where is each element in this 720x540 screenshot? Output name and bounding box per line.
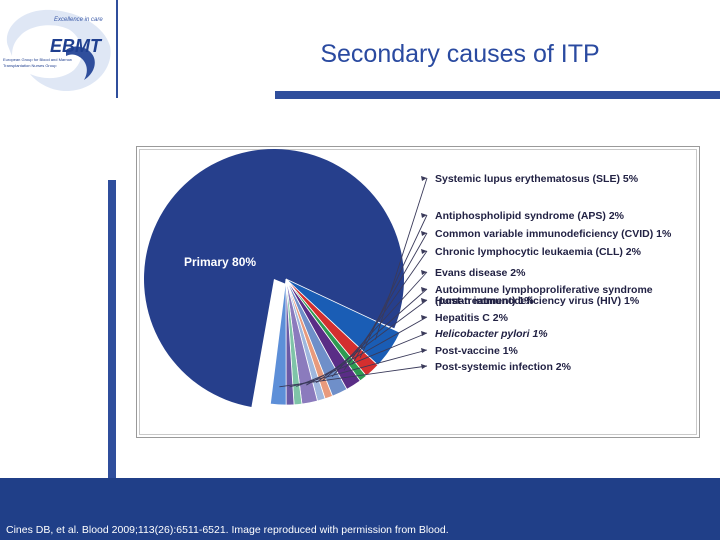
- logo-org-line2: Transplantation Nurses Group: [3, 63, 57, 68]
- pie-slice-primary: [144, 148, 405, 408]
- primary-slice-label: Primary 80%: [184, 255, 256, 269]
- slice-label-6-cont: (post-treatment) 1%: [435, 295, 534, 307]
- leader-arrowhead-7: [421, 298, 427, 303]
- leader-lines: [279, 176, 428, 388]
- leader-arrowhead-9: [421, 331, 427, 336]
- slice-label-3: Common variable immunodeficiency (CVID) …: [435, 228, 672, 240]
- ebmt-logo: Excellence in care EBMT European Group f…: [0, 0, 118, 96]
- slice-label-10: Post-vaccine 1%: [435, 345, 519, 357]
- leader-arrowhead-6: [421, 287, 427, 292]
- page-title: Secondary causes of ITP: [320, 40, 600, 68]
- pie-chart-svg: Systemic lupus erythematosus (SLE) 5% Ant…: [136, 146, 700, 438]
- logo-tagline: Excellence in care: [54, 17, 103, 23]
- leader-line-9: [296, 332, 428, 387]
- leader-arrowhead-2: [421, 213, 427, 218]
- logo-globe-shape: [6, 9, 111, 92]
- title-underline-bar: [275, 91, 720, 99]
- slice-label-9: Helicobacter pylori 1%: [435, 328, 548, 340]
- leader-arrowhead-1: [421, 176, 427, 181]
- slice-label-6: Autoimmune lymphoproliferative syndrome: [435, 284, 653, 296]
- slice-label-7: Human immunodeficiency virus (HIV) 1%: [435, 295, 640, 307]
- slice-label-4: Chronic lymphocytic leukaemia (CLL) 2%: [435, 246, 642, 258]
- leader-arrowhead-5: [421, 270, 427, 275]
- slice-label-11: Post-systemic infection 2%: [435, 361, 572, 373]
- slice-label-8: Hepatitis C 2%: [435, 312, 509, 324]
- pie-chart: Systemic lupus erythematosus (SLE) 5% Ant…: [136, 146, 700, 438]
- leader-arrowhead-8: [421, 315, 427, 320]
- header-divider: [116, 0, 118, 98]
- footer-bar: Cines DB, et al. Blood 2009;113(26):6511…: [0, 478, 720, 540]
- logo-name: EBMT: [50, 36, 103, 56]
- leader-line-11: [279, 365, 428, 388]
- leader-arrowhead-4: [421, 249, 427, 254]
- slice-label-2: Antiphospholipid syndrome (APS) 2%: [435, 210, 625, 222]
- slice-label-1: Systemic lupus erythematosus (SLE) 5%: [435, 173, 639, 185]
- leader-arrowhead-3: [421, 231, 427, 236]
- leader-arrowhead-11: [421, 364, 427, 369]
- chart-inner-border: [139, 149, 697, 435]
- logo-org-line1: European Group for Blood and Marrow: [3, 57, 72, 62]
- pie-slice-11: [269, 278, 287, 406]
- leader-arrowhead-10: [421, 348, 427, 353]
- left-accent-bar: [108, 180, 116, 478]
- leader-line-10: [289, 349, 428, 388]
- slice-label-5: Evans disease 2%: [435, 267, 526, 279]
- leader-line-3: [351, 232, 428, 365]
- citation-text: Cines DB, et al. Blood 2009;113(26):6511…: [6, 524, 449, 536]
- logo-swoosh-shape: [66, 46, 95, 80]
- slice-labels: Systemic lupus erythematosus (SLE) 5% Ant…: [184, 173, 672, 373]
